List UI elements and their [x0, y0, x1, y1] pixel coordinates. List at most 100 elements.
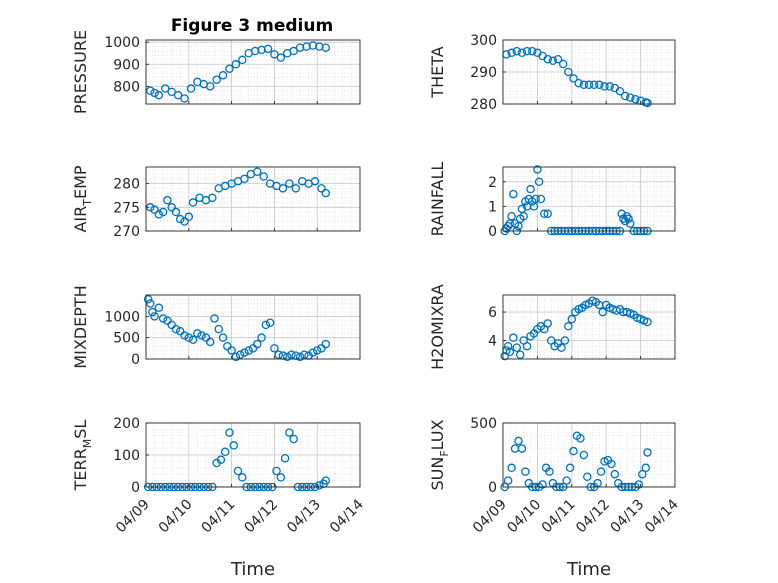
- data-point: [229, 441, 238, 450]
- data-point: [173, 90, 183, 100]
- data-point: [276, 53, 286, 62]
- data-point: [212, 75, 221, 84]
- subplot-h2omixra: 4 6 H2OMIXRA: [428, 284, 676, 370]
- data-point: [150, 312, 159, 321]
- data-point: [171, 207, 181, 217]
- data-point: [257, 333, 266, 342]
- data-point: [521, 467, 530, 476]
- y-tick-label: 280: [470, 97, 497, 113]
- data-point: [626, 219, 635, 228]
- y-axis-label: AIRTEMP: [71, 165, 94, 232]
- x-tick-label: 04/14: [642, 496, 682, 536]
- data-point: [543, 54, 552, 64]
- y-tick-label: 270: [113, 224, 140, 240]
- data-point: [150, 88, 159, 98]
- data-point: [197, 331, 206, 340]
- y-tick-label: 900: [113, 57, 140, 73]
- x-tick-label: 04/09: [113, 497, 153, 537]
- data-point: [225, 428, 234, 437]
- data-point: [154, 90, 164, 100]
- data-point: [583, 472, 592, 482]
- data-point: [291, 184, 301, 193]
- data-point: [534, 177, 544, 187]
- data-point: [167, 87, 176, 97]
- data-point: [620, 91, 630, 101]
- y-tick-label: 2: [488, 175, 497, 191]
- data-point: [220, 447, 230, 457]
- data-point: [282, 352, 292, 362]
- data-point: [512, 46, 522, 56]
- data-point: [175, 214, 185, 224]
- data-point: [638, 469, 647, 479]
- data-point: [643, 317, 652, 327]
- y-tick-label: 0: [488, 224, 497, 240]
- data-point: [308, 41, 318, 50]
- data-point: [576, 434, 585, 443]
- data-point: [184, 333, 194, 342]
- data-point: [310, 176, 320, 186]
- data-point: [259, 172, 268, 181]
- data-point: [522, 341, 532, 351]
- data-point: [579, 80, 589, 90]
- data-point: [517, 444, 527, 453]
- data-point: [233, 466, 243, 476]
- data-point: [634, 480, 644, 489]
- data-point: [557, 343, 566, 352]
- data-point: [509, 189, 518, 199]
- data-point: [154, 210, 164, 219]
- plot-area: [503, 423, 675, 487]
- data-point: [253, 167, 262, 176]
- data-point: [205, 337, 215, 347]
- y-axis-label: RAINFALL: [428, 162, 447, 237]
- data-point: [507, 211, 516, 221]
- y-axis-label: MIXDEPTH: [71, 285, 90, 368]
- data-point: [607, 459, 616, 469]
- data-point: [517, 48, 527, 58]
- data-point: [584, 80, 594, 90]
- data-point: [278, 184, 288, 193]
- data-point: [548, 56, 558, 66]
- data-point: [225, 64, 234, 73]
- data-point: [154, 303, 164, 313]
- subplot-terr-msl: 0 100 200 04/09 04/10 04/11 04/12 04/13 04/14 Tim…: [71, 416, 367, 580]
- data-point: [223, 341, 232, 351]
- data-point: [216, 455, 226, 465]
- data-point: [253, 339, 262, 349]
- data-point: [560, 336, 570, 345]
- data-point: [250, 46, 260, 56]
- plot-area: [146, 40, 360, 104]
- y-tick-label: 500: [113, 331, 140, 347]
- y-tick-label: 0: [488, 480, 497, 496]
- data-point: [295, 43, 305, 52]
- data-point: [287, 350, 296, 359]
- axes-box: [502, 166, 676, 232]
- axes-box: [145, 39, 361, 105]
- data-point: [512, 343, 522, 352]
- data-point: [161, 84, 170, 93]
- data-point: [315, 481, 324, 490]
- data-point: [533, 165, 542, 174]
- data-point: [564, 322, 573, 331]
- data-point: [218, 333, 228, 342]
- subplot-air-temp: 270 275 280 AIRTEMP: [71, 165, 361, 240]
- data-point: [598, 307, 608, 317]
- y-axis-label: H2OMIXRA: [428, 284, 447, 370]
- data-point: [167, 320, 176, 330]
- y-tick-label: 1: [488, 199, 497, 215]
- data-point: [218, 71, 228, 80]
- data-point: [180, 217, 189, 226]
- data-point: [503, 476, 513, 485]
- data-point: [238, 473, 247, 482]
- y-tick-label: 100: [113, 448, 140, 464]
- axes-box: [502, 422, 676, 488]
- data-point: [589, 80, 599, 90]
- subplot-mixdepth: 0 500 1000 MIXDEPTH: [71, 285, 361, 369]
- data-point: [146, 86, 155, 96]
- data-point: [235, 350, 245, 359]
- data-point: [214, 324, 224, 334]
- x-tick-label: 04/09: [470, 497, 510, 537]
- data-point: [317, 184, 326, 193]
- data-point: [240, 348, 249, 357]
- data-point: [280, 453, 290, 463]
